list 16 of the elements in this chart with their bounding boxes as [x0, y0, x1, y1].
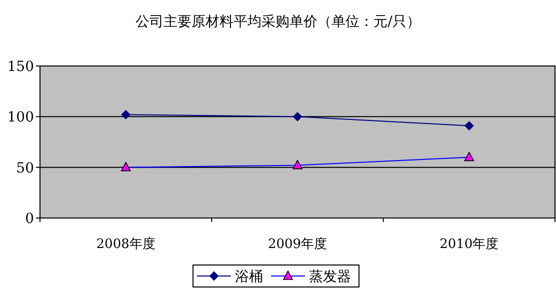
point	[121, 110, 130, 120]
legend-label: 蒸发器	[309, 269, 351, 285]
x-tick-label: 2010年度	[440, 236, 499, 252]
x-tick-label: 2009年度	[268, 236, 328, 252]
point	[120, 162, 131, 172]
y-tick-label: 100	[7, 110, 34, 126]
chart-title: 公司主要原材料平均采购单价（单位：元/只）	[136, 14, 420, 30]
point	[293, 112, 302, 122]
y-tick-label: 50	[16, 160, 34, 176]
x-tick-label: 2008年度	[96, 236, 156, 252]
point	[464, 152, 474, 162]
point	[464, 121, 474, 130]
y-tick-label: 0	[25, 211, 34, 227]
legend-label: 浴桶	[235, 269, 263, 285]
point	[292, 160, 302, 170]
y-tick-label: 150	[7, 59, 34, 75]
